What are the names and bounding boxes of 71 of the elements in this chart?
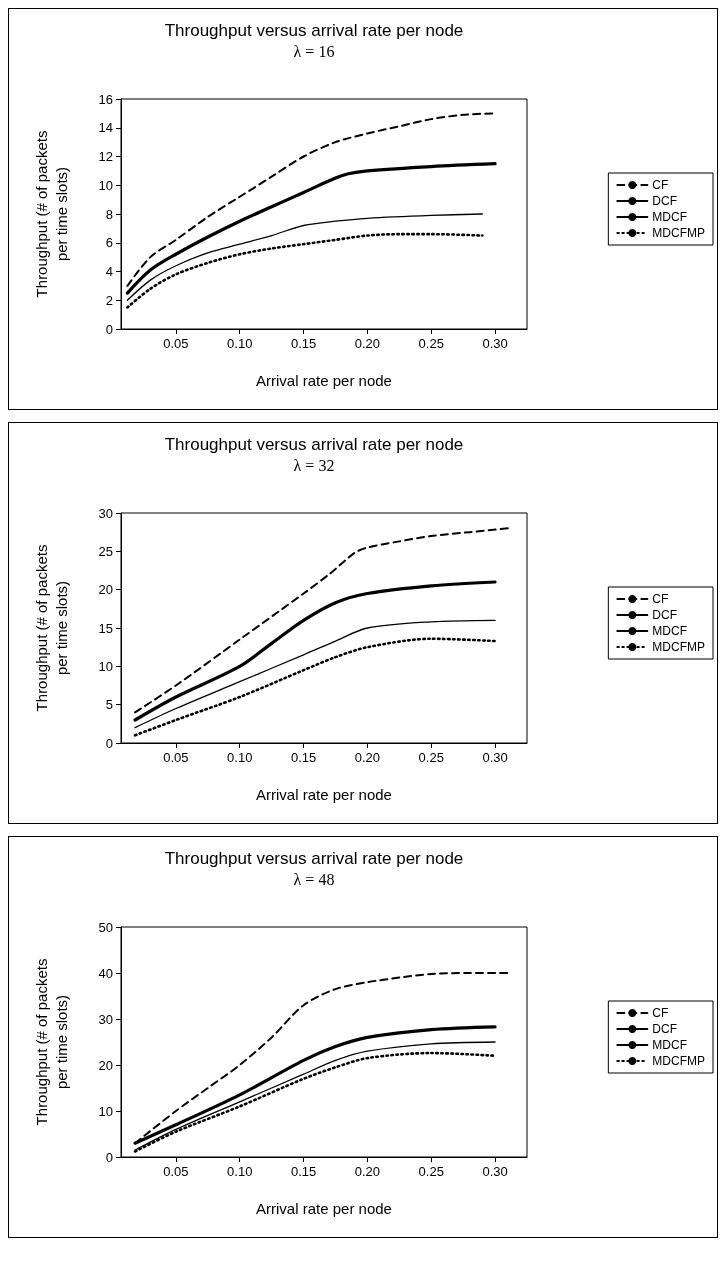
y-tick-label: 16 [98,91,113,107]
x-tick-label: 0.10 [227,1164,253,1179]
legend-label: DCF [652,194,678,208]
x-tick-label: 0.20 [354,1164,381,1179]
y-axis-title: Throughput (# of packets per time slots) [32,130,70,298]
x-axis-title: Arrival rate per node [256,372,392,389]
chart-subtitle: λ = 32 [293,456,335,474]
chart-title: Throughput versus arrival rate per node [164,849,464,868]
legend-label: CF [652,178,669,192]
chart-subtitle: λ = 16 [293,42,335,60]
legend-label: DCF [652,608,678,622]
y-tick-label: 10 [98,177,113,193]
line-series [134,527,509,714]
y-tick-label: 5 [105,697,113,713]
legend-label: DCF [652,1022,678,1036]
y-tick-label: 0 [105,735,113,751]
x-tick-label: 0.25 [418,750,444,765]
legend-label: MDCF [652,210,688,224]
x-axis-title: Arrival rate per node [256,786,392,803]
y-tick-label: 0 [105,321,113,337]
x-tick-label: 0.10 [227,750,253,765]
y-tick-label: 15 [98,620,113,636]
y-tick-label: 50 [98,919,113,935]
x-tick-label: 0.30 [482,336,508,351]
x-tick-label: 0.25 [418,1164,444,1179]
legend-label: MDCF [652,1038,688,1052]
line-series [126,232,484,309]
x-tick-label: 0.20 [354,336,381,351]
legend-label: CF [652,1006,669,1020]
y-tick-label: 20 [98,582,113,598]
y-tick-label: 20 [98,1057,113,1073]
y-tick-label: 2 [105,292,113,308]
x-tick-label: 0.30 [482,1164,508,1179]
chart-title: Throughput versus arrival rate per node [164,435,464,454]
x-tick-label: 0.15 [290,750,317,765]
chart-subtitle: λ = 48 [293,870,335,888]
chart-title: Throughput versus arrival rate per node [164,21,464,40]
y-tick-label: 4 [105,264,113,279]
x-tick-label: 0.15 [290,1164,317,1179]
legend-label: MDCFMP [652,640,706,654]
line-series [133,580,497,722]
y-axis-title: Throughput (# of packets per time slots) [32,544,70,712]
y-tick-label: 40 [98,965,113,981]
y-tick-label: 30 [98,505,113,521]
y-tick-label: 30 [98,1011,113,1027]
legend-label: MDCF [652,624,688,638]
x-tick-label: 0.10 [227,336,253,351]
y-tick-label: 12 [98,149,113,164]
y-tick-label: 25 [98,543,113,559]
legend-label: CF [652,592,669,606]
y-axis-title: Throughput (# of packets per time slots) [32,958,70,1126]
x-tick-label: 0.20 [354,750,381,765]
legend-label: MDCFMP [652,1054,706,1068]
legend-label: MDCFMP [652,226,706,240]
x-axis-title: Arrival rate per node [256,1200,392,1217]
x-tick-label: 0.05 [163,336,189,351]
x-tick-label: 0.05 [163,750,189,765]
y-tick-label: 8 [105,206,113,222]
line-series [125,162,497,295]
y-tick-label: 6 [105,235,113,251]
y-tick-label: 10 [98,658,113,674]
x-tick-label: 0.05 [163,1164,189,1179]
x-tick-label: 0.25 [418,336,444,351]
line-series [126,213,483,301]
line-series [134,619,496,729]
line-series [133,637,497,737]
y-tick-label: 0 [105,1149,113,1165]
y-tick-label: 10 [98,1103,113,1119]
x-tick-label: 0.15 [290,336,317,351]
x-tick-label: 0.30 [482,750,508,765]
y-tick-label: 14 [98,120,113,136]
